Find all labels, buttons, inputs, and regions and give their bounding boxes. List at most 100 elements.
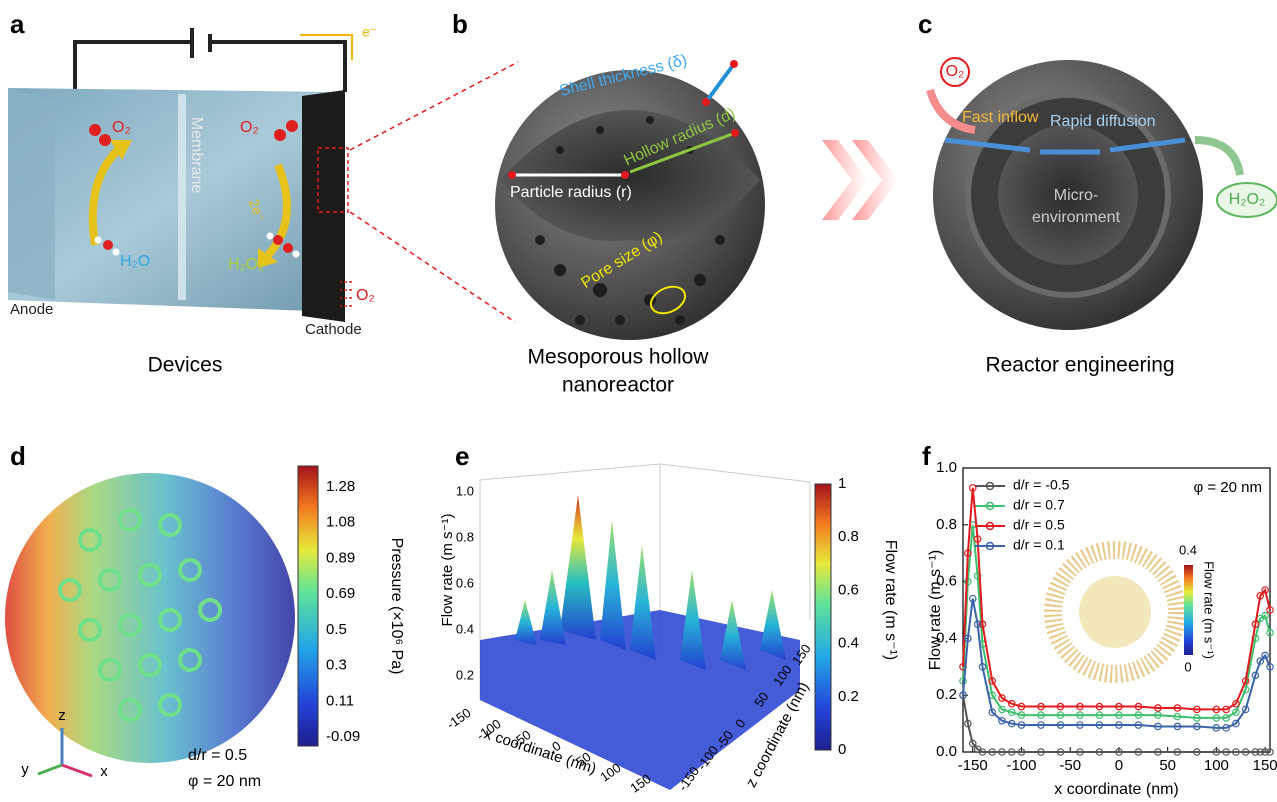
colorbar-tick-label: 0.6	[838, 581, 859, 598]
cathode	[302, 90, 345, 322]
dot	[731, 129, 739, 137]
label: Cathode	[305, 321, 362, 338]
colorbar-tick-label: 0.69	[326, 585, 355, 602]
panel-a: e⁻ Membrane O₂ O₂ H₂O 2e⁻ H₂O₂ Anode Cat…	[8, 24, 518, 377]
surface-peak	[630, 545, 656, 660]
panel-b: Shell thickness (δ) Hollow radius (d) Pa…	[495, 52, 765, 397]
inset-colorbar	[1184, 565, 1193, 655]
x-tick-label: -50	[1059, 757, 1081, 774]
colorbar-tick-label: 0.11	[326, 692, 354, 709]
y-tick-label: 0.0	[936, 743, 957, 760]
zoom-line	[350, 62, 518, 150]
z-tick-label: 1.0	[456, 483, 474, 498]
colorbar-label: Flow rate (m s⁻¹)	[882, 540, 899, 660]
param: d/r = 0.5	[188, 747, 247, 764]
caption: nanoreactor	[562, 374, 674, 397]
label: O₂	[356, 287, 375, 304]
surface-peak	[760, 590, 786, 660]
shell-line	[706, 64, 734, 102]
y-axis-label: Flow rate (m s⁻¹)	[927, 550, 944, 670]
label: e⁻	[362, 24, 377, 40]
surface-peak	[515, 600, 537, 645]
annotation: φ = 20 nm	[1193, 479, 1262, 496]
arrow	[1195, 140, 1240, 175]
param: φ = 20 nm	[188, 773, 261, 790]
legend-label: d/r = -0.5	[1013, 477, 1070, 493]
inset-label: Flow rate (m s⁻¹)	[1202, 561, 1217, 659]
label: Fast inflow	[962, 109, 1039, 126]
panel-label: b	[452, 9, 468, 39]
y-tick-label: 1.0	[936, 459, 957, 476]
z-tick-label: 0.2	[456, 667, 474, 682]
panel-c: O₂ Fast inflow Rapid diffusion Micro- en…	[930, 58, 1277, 377]
z-tick-label: 0.8	[456, 529, 474, 544]
legend-label: d/r = 0.5	[1013, 517, 1065, 533]
colorbar	[815, 484, 831, 750]
panel-e: Flow rate (m s⁻¹) Flow rate (m s⁻¹) x co…	[439, 464, 899, 790]
label: H₂O	[120, 253, 150, 270]
dot	[702, 98, 710, 106]
inset-tick: 0.4	[1179, 542, 1197, 557]
caption: Devices	[148, 354, 223, 377]
axis-label: x	[100, 763, 108, 780]
colorbar-tick-label: 0.8	[838, 528, 859, 545]
dot	[621, 171, 629, 179]
wire	[75, 42, 190, 95]
x-tick-label: 100	[1204, 757, 1229, 774]
inset: 0.4 0 Flow rate (m s⁻¹)	[1053, 542, 1217, 674]
x-axis-label: x coordinate (nm)	[1054, 781, 1179, 798]
chevrons	[822, 140, 898, 220]
colorbar-tick-label: 1	[838, 475, 846, 492]
label: Particle radius (r)	[510, 184, 632, 201]
inset-tick: 0	[1184, 659, 1191, 674]
dot	[508, 171, 516, 179]
z-tick-label: 0.6	[456, 575, 474, 590]
axis-label: z	[58, 707, 66, 724]
label: Rapid diffusion	[1050, 113, 1156, 130]
colorbar	[298, 466, 318, 746]
label: O₂	[112, 119, 131, 136]
caption: Mesoporous hollow	[528, 346, 710, 369]
surface-peak	[560, 495, 596, 640]
panel-label: c	[918, 9, 932, 39]
zoom-line	[350, 212, 515, 322]
y-tick-label: 0.8	[936, 516, 957, 533]
colorbar-tick-label: -0.09	[326, 728, 360, 745]
colorbar-tick-label: 0.5	[326, 621, 347, 638]
label: environment	[1032, 209, 1121, 226]
label: Anode	[10, 301, 53, 318]
colorbar-tick-label: 0.3	[326, 657, 347, 674]
colorbar-tick-label: 0.4	[838, 635, 859, 652]
x-tick-label: -100	[1006, 757, 1036, 774]
membrane	[178, 94, 186, 300]
panel-label: a	[10, 9, 25, 39]
label: H₂O₂	[228, 256, 264, 273]
surface-peak	[600, 520, 626, 650]
legend-label: d/r = 0.7	[1013, 497, 1065, 513]
figure: a b c d e f e⁻ Membrane O₂ O₂ H₂O 2e⁻ H₂…	[0, 0, 1277, 802]
x-tick-label: 0	[1115, 757, 1123, 774]
axis-label: Flow rate (m s⁻¹)	[439, 514, 456, 627]
legend-label: d/r = 0.1	[1013, 537, 1065, 553]
x-tick-label: -150	[444, 705, 474, 732]
colorbar-label: Pressure (×10⁶ Pa)	[388, 538, 405, 675]
inset-core	[1079, 576, 1151, 648]
colorbar-tick-label: 1.08	[326, 514, 355, 531]
colorbar-tick-label: 0.2	[838, 688, 859, 705]
label: O₂	[240, 119, 259, 136]
z-tick-label: 0.4	[456, 621, 474, 636]
label: O₂	[946, 63, 965, 80]
caption: Reactor engineering	[985, 354, 1174, 377]
colorbar-tick-label: 0	[838, 741, 846, 758]
y-tick-label: 0.2	[936, 686, 957, 703]
wire	[212, 42, 345, 92]
dot	[730, 60, 738, 68]
sphere	[5, 473, 295, 763]
colorbar-tick-label: 0.89	[326, 549, 355, 566]
label: Membrane	[188, 117, 205, 194]
surface-peak	[540, 570, 566, 645]
panel-label: e	[455, 441, 469, 471]
x-tick-label: -150	[958, 757, 988, 774]
label: H₂O₂	[1229, 191, 1265, 208]
